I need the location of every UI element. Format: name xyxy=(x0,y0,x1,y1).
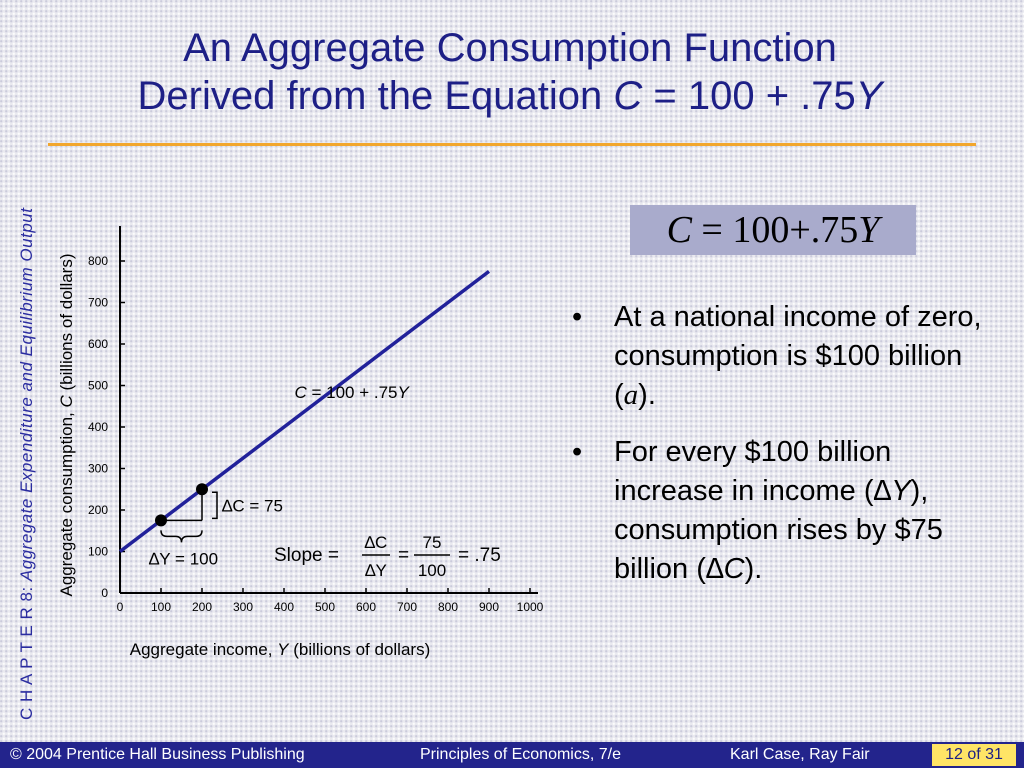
footer-publisher: © 2004 Prentice Hall Business Publishing xyxy=(10,746,305,763)
title-prefix: Derived from the Equation xyxy=(137,74,614,118)
x-tick-label: 0 xyxy=(117,600,124,614)
chapter-number: C H A P T E R 8: xyxy=(17,581,36,720)
slope-frac1-num: ∆C xyxy=(365,533,388,552)
y-axis-label: Aggregate consumption, C (billions of do… xyxy=(57,253,76,596)
footer-authors: Karl Case, Ray Fair xyxy=(730,746,870,763)
x-tick-label: 900 xyxy=(479,600,499,614)
y-tick-label: 300 xyxy=(88,462,108,476)
series-label-c: C xyxy=(294,383,307,402)
formula-body: = 100+.75 xyxy=(691,209,859,251)
y-axis-label-var: C xyxy=(57,395,76,408)
x-tick-label: 600 xyxy=(356,600,376,614)
y-tick-label: 600 xyxy=(88,337,108,351)
slope-result: = .75 xyxy=(458,545,501,566)
y-tick-label: 0 xyxy=(101,586,108,600)
delta-y-label: ∆Y = 100 xyxy=(149,549,218,568)
bullet-delta-c: ∆C xyxy=(705,553,745,585)
x-axis-label-var: Y xyxy=(277,640,290,659)
bullet-text: For every $100 billion increase in incom… xyxy=(614,436,892,507)
y-tick-label: 800 xyxy=(88,254,108,268)
x-axis-label: Aggregate income, Y (billions of dollars… xyxy=(130,640,431,659)
footer-book-title: Principles of Economics, 7/e xyxy=(420,746,621,763)
x-tick-label: 700 xyxy=(397,600,417,614)
bullet-item-zero-income: • At a national income of zero, consumpt… xyxy=(570,298,990,415)
series-label-y: Y xyxy=(397,383,410,402)
y-axis-label-text: Aggregate consumption, xyxy=(57,408,76,597)
slide-title: An Aggregate Consumption Function Derive… xyxy=(60,24,960,120)
chart-annotations: ∆C = 75 ∆Y = 100 Slope = ∆C ∆Y = 75 100 = .75 xyxy=(149,491,501,580)
x-tick-label: 1000 xyxy=(517,600,544,614)
slope-label: Slope = xyxy=(274,545,339,566)
x-tick-label: 200 xyxy=(192,600,212,614)
title-divider xyxy=(48,143,976,146)
bullet-dot: • xyxy=(572,436,583,468)
bullet-item-mpc: • For every $100 billion increase in inc… xyxy=(570,433,990,589)
x-tick-label: 800 xyxy=(438,600,458,614)
y-tick-label: 200 xyxy=(88,503,108,517)
slope-frac2-num: 75 xyxy=(423,533,442,552)
chart-series: C = 100 + .75Y xyxy=(118,269,491,553)
chart-ticks: 0 100 200 300 400 500 600 700 800 900 1000 0 100 200 3… xyxy=(57,253,544,659)
delta-c-label: ∆C = 75 xyxy=(222,496,283,515)
bullet-delta-y: ∆Y xyxy=(873,475,911,507)
title-var-c: C xyxy=(613,74,643,118)
chart-marks xyxy=(155,483,208,527)
y-tick-label: 100 xyxy=(88,545,108,559)
chart-axes xyxy=(119,226,538,594)
bullet-text-end: ). xyxy=(638,379,656,411)
slope-frac1-den: ∆Y xyxy=(365,561,387,580)
title-var-y: Y xyxy=(855,74,883,118)
y-tick-label: 700 xyxy=(88,296,108,310)
x-tick-label: 400 xyxy=(274,600,294,614)
x-tick-label: 300 xyxy=(233,600,253,614)
y-tick-label: 500 xyxy=(88,379,108,393)
page-indicator: 12 of 31 xyxy=(932,744,1016,766)
chapter-title: Aggregate Expenditure and Equilibrium Ou… xyxy=(17,207,36,582)
slope-equals: = xyxy=(398,545,409,566)
delta-c-bracket xyxy=(212,491,218,520)
bullet-dot: • xyxy=(572,301,583,333)
bullet-text-mid: ), consumption rises by $75 billion ( xyxy=(614,475,943,585)
y-axis-label-unit: (billions of dollars) xyxy=(57,253,76,395)
slope-frac2-den: 100 xyxy=(418,561,446,580)
footer-bar: © 2004 Prentice Hall Business Publishing… xyxy=(0,742,1024,768)
formula-var-c: C xyxy=(666,209,692,251)
bullet-text: At a national income of zero, consumptio… xyxy=(614,301,982,411)
x-tick-label: 500 xyxy=(315,600,335,614)
y-tick-label: 400 xyxy=(88,420,108,434)
formula-var-y: Y xyxy=(858,209,880,251)
bullet-text-end: ). xyxy=(744,553,763,585)
series-label: C = 100 + .75Y xyxy=(294,383,410,402)
bullet-point-a: a xyxy=(623,379,639,411)
x-axis-label-unit: (billions of dollars) xyxy=(289,640,431,659)
consumption-chart: 0 100 200 300 400 500 600 700 800 900 1000 0 100 200 3… xyxy=(57,226,544,659)
series-label-eq: = 100 + .75 xyxy=(307,383,398,402)
equation-box: C = 100+.75Y xyxy=(630,205,916,255)
x-axis-label-text: Aggregate income, xyxy=(130,640,277,659)
consumption-function-line xyxy=(118,269,491,553)
delta-y-brace xyxy=(160,530,203,543)
x-tick-label: 100 xyxy=(151,600,171,614)
chapter-side-label: C H A P T E R 8: Aggregate Expenditure a… xyxy=(17,148,37,720)
title-line-2: Derived from the Equation C = 100 + .75Y xyxy=(60,72,960,120)
bullet-list: • At a national income of zero, consumpt… xyxy=(570,298,990,607)
title-line-1: An Aggregate Consumption Function xyxy=(183,26,837,70)
title-equation: = 100 + .75 xyxy=(642,74,856,118)
